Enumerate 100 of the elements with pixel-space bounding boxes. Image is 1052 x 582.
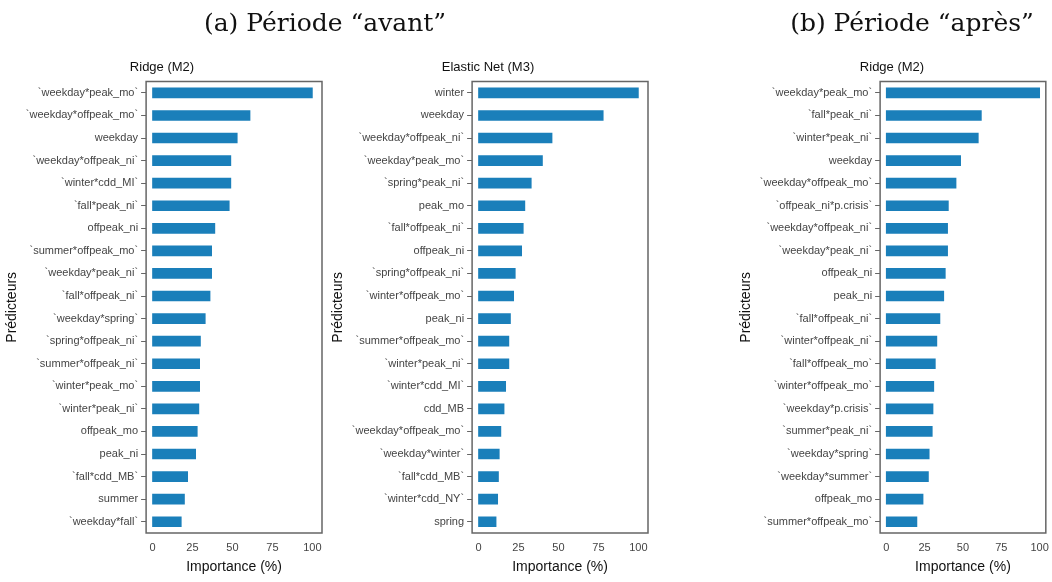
chart-title: Elastic Net (M3) [441,59,535,75]
y-tick-label: `summer*offpeak_ni` [36,356,139,369]
bar [885,403,934,415]
y-tick-label: `summer*offpeak_mo` [29,243,139,256]
x-tick-label: 50 [226,540,239,553]
bar [152,177,232,189]
y-tick-label: winter [433,85,465,98]
bar [885,358,936,370]
y-tick-label: `weekday*offpeak_ni` [358,131,465,144]
y-tick-label: `weekday*winter` [379,447,465,460]
x-tick-label: 25 [918,540,931,553]
y-axis-title: Prédicteurs [3,271,20,343]
bar [885,132,979,144]
y-tick-label: `fall*offpeak_ni` [61,289,139,302]
y-tick-label: peak_ni [425,311,465,324]
y-tick-label: peak_mo [418,198,465,211]
bar [152,87,313,99]
bar [478,426,502,437]
x-tick-label: 75 [995,540,1008,553]
y-axis-title: Prédicteurs [329,271,346,343]
bar [885,426,933,437]
bar [885,268,946,279]
bar [885,87,1041,99]
y-tick-label: weekday [827,153,873,166]
bar [885,335,938,347]
text: (a) Période “avant” [203,8,447,37]
bar [885,380,935,392]
bar [152,110,251,121]
y-tick-label: cdd_MB [423,401,465,414]
y-tick-label: `weekday*peak_mo` [363,153,465,166]
bar [478,335,510,347]
y-tick-label: `fall*peak_ni` [73,198,139,211]
bar [152,132,238,144]
y-tick-label: `fall*offpeak_ni` [795,311,873,324]
bar [885,448,930,460]
y-tick-label: `weekday*peak_ni` [778,243,873,256]
bar [478,268,516,279]
bar [152,200,230,212]
bar [478,493,499,505]
bar [478,313,511,324]
y-tick-label: `winter*peak_ni` [792,131,873,144]
bar [885,313,941,324]
bar [478,380,507,392]
x-axis-title: Importance (%) [186,558,282,575]
y-tick-label: offpeak_ni [821,266,873,279]
bar [152,155,232,166]
y-tick-label: `weekday*peak_mo` [771,85,873,98]
y-tick-label: weekday [93,131,139,144]
y-tick-label: offpeak_ni [413,243,465,256]
bar [152,358,200,370]
bar [152,493,185,505]
x-tick-label: 0 [475,540,482,553]
y-tick-label: `weekday*offpeak_ni` [32,153,139,166]
x-tick-label: 0 [883,540,890,553]
y-tick-label: `weekday*spring` [787,447,873,460]
chart-title: Ridge (M2) [129,59,195,75]
bar [478,222,524,234]
y-axis-title: Prédicteurs [737,271,754,343]
y-tick-label: `weekday*offpeak_mo` [759,176,873,189]
y-tick-label: `winter*cdd_MI` [61,176,139,189]
y-tick-label: `fall*offpeak_mo` [789,356,873,369]
x-tick-label: 75 [266,540,279,553]
y-tick-label: `winter*cdd_NY` [384,492,465,505]
y-tick-label: `spring*offpeak_ni` [371,266,465,279]
bar [152,268,212,279]
bar [478,177,532,189]
bar [152,516,182,528]
bar [152,222,216,234]
bar [152,313,206,324]
bar [478,516,497,528]
bar [478,403,505,415]
x-tick-label: 25 [512,540,525,553]
bar [885,110,982,121]
x-tick-label: 0 [149,540,156,553]
bar [478,358,510,370]
y-tick-label: spring [434,514,465,527]
x-axis-title: Importance (%) [512,558,608,575]
y-tick-label: `weekday*peak_ni` [44,266,139,279]
bar [152,426,198,437]
x-tick-label: 100 [303,540,322,553]
y-tick-label: `weekday*summer` [777,469,873,482]
y-tick-label: `fall*cdd_MB` [72,469,139,482]
bar [152,471,189,482]
y-tick-label: `winter*peak_ni` [384,356,465,369]
bar [478,87,639,99]
bar [152,335,201,347]
bar [885,222,948,234]
x-tick-label: 50 [552,540,565,553]
x-axis-title: Importance (%) [915,558,1011,575]
y-tick-label: `weekday*fall` [69,514,139,527]
bar [478,200,526,212]
y-tick-label: `fall*peak_ni` [807,108,873,121]
x-tick-label: 50 [956,540,970,553]
bar [152,245,212,257]
y-tick-label: `weekday*offpeak_ni` [766,221,873,234]
bar [152,448,197,460]
y-tick-label: summer [98,492,139,505]
bar [885,245,948,257]
y-tick-label: `winter*offpeak_mo` [773,379,873,392]
bar [885,177,957,189]
